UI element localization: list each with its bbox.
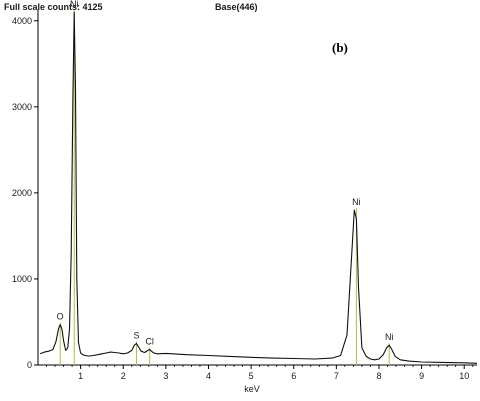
y-tick-label: 3000 <box>12 102 32 112</box>
panel-label: (b) <box>332 40 348 55</box>
peak-label: Ni <box>352 197 361 207</box>
y-tick-label: 1000 <box>12 274 32 284</box>
peak-markers <box>59 10 390 365</box>
x-tick-label: 6 <box>291 371 296 381</box>
x-tick-label: 10 <box>459 371 469 381</box>
x-tick-label: 9 <box>419 371 424 381</box>
x-tick-label: 3 <box>163 371 168 381</box>
spectrum-line <box>39 11 478 364</box>
y-tick-label: 2000 <box>12 188 32 198</box>
base-label: Base(446) <box>215 2 258 12</box>
peak-label: Ni <box>70 0 79 9</box>
x-tick-label: 1 <box>78 371 83 381</box>
x-axis-label: keV <box>244 384 260 394</box>
peak-label: Ni <box>385 332 394 342</box>
peak-label: S <box>133 330 139 340</box>
full-scale-counts: Full scale counts: 4125 <box>4 2 103 12</box>
axes: 0 1000 2000 3000 4000 1 2 3 4 5 6 7 8 9 10 <box>12 10 477 381</box>
peak-labels: O Ni S Cl Ni Ni <box>57 0 394 347</box>
series-layer <box>39 11 478 364</box>
peak-label: O <box>57 312 64 322</box>
y-tick-label: 4000 <box>12 16 32 26</box>
y-tick-label: 0 <box>27 360 32 370</box>
peak-label: Cl <box>145 337 154 347</box>
x-tick-label: 5 <box>249 371 254 381</box>
x-tick-label: 7 <box>334 371 339 381</box>
x-tick-label: 4 <box>206 371 211 381</box>
x-tick-label: 2 <box>121 371 126 381</box>
x-tick-label: 8 <box>376 371 381 381</box>
